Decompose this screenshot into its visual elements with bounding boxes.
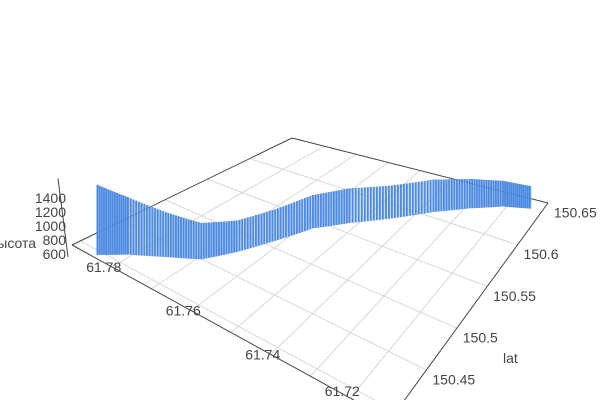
z-tick-label: 1400 bbox=[35, 190, 66, 206]
y-tick-label: 150.45 bbox=[432, 371, 475, 387]
z-axis-title: высота bbox=[0, 235, 36, 251]
y-tick-label: 150.6 bbox=[524, 246, 559, 262]
grid-line bbox=[80, 240, 376, 400]
z-tick-label: 600 bbox=[43, 246, 67, 262]
grid-line bbox=[310, 186, 485, 377]
y-tick-label: 150.5 bbox=[463, 330, 498, 346]
x-tick-label: 61.78 bbox=[86, 259, 121, 275]
x-tick-label: 61.76 bbox=[166, 303, 201, 319]
axis-line bbox=[403, 202, 549, 400]
data-series bbox=[96, 178, 532, 260]
y-axis-title: lat bbox=[503, 350, 518, 366]
grid-line bbox=[207, 178, 488, 287]
z-tick-label: 1000 bbox=[35, 218, 66, 234]
z-tick-label: 800 bbox=[43, 232, 67, 248]
z-axis-line bbox=[57, 178, 69, 258]
grid-line bbox=[164, 199, 458, 329]
y-tick-label: 150.65 bbox=[554, 204, 597, 220]
tick-labels: 61.78 61.76 61.74 61.72 150.45 150.5 150.55 150… bbox=[0, 190, 597, 399]
x-tick-label: 61.74 bbox=[245, 346, 280, 362]
x-tick-label: 61.72 bbox=[325, 383, 360, 399]
y-tick-label: 150.55 bbox=[493, 288, 536, 304]
grid-line bbox=[349, 194, 517, 399]
axis-line bbox=[71, 244, 355, 400]
z-tick-label: 1200 bbox=[35, 204, 66, 220]
